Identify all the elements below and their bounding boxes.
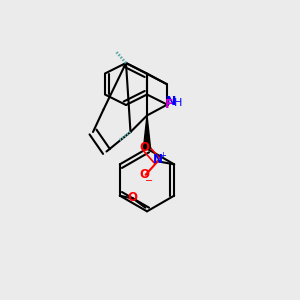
Text: O: O [128, 191, 137, 204]
Polygon shape [143, 116, 151, 148]
Text: N: N [153, 153, 163, 166]
Text: +: + [160, 151, 167, 160]
Text: N: N [166, 95, 176, 108]
Text: −: − [145, 176, 153, 186]
Text: O: O [139, 168, 149, 181]
Text: H: H [174, 98, 182, 109]
Text: F: F [165, 98, 174, 112]
Text: O: O [139, 141, 149, 154]
